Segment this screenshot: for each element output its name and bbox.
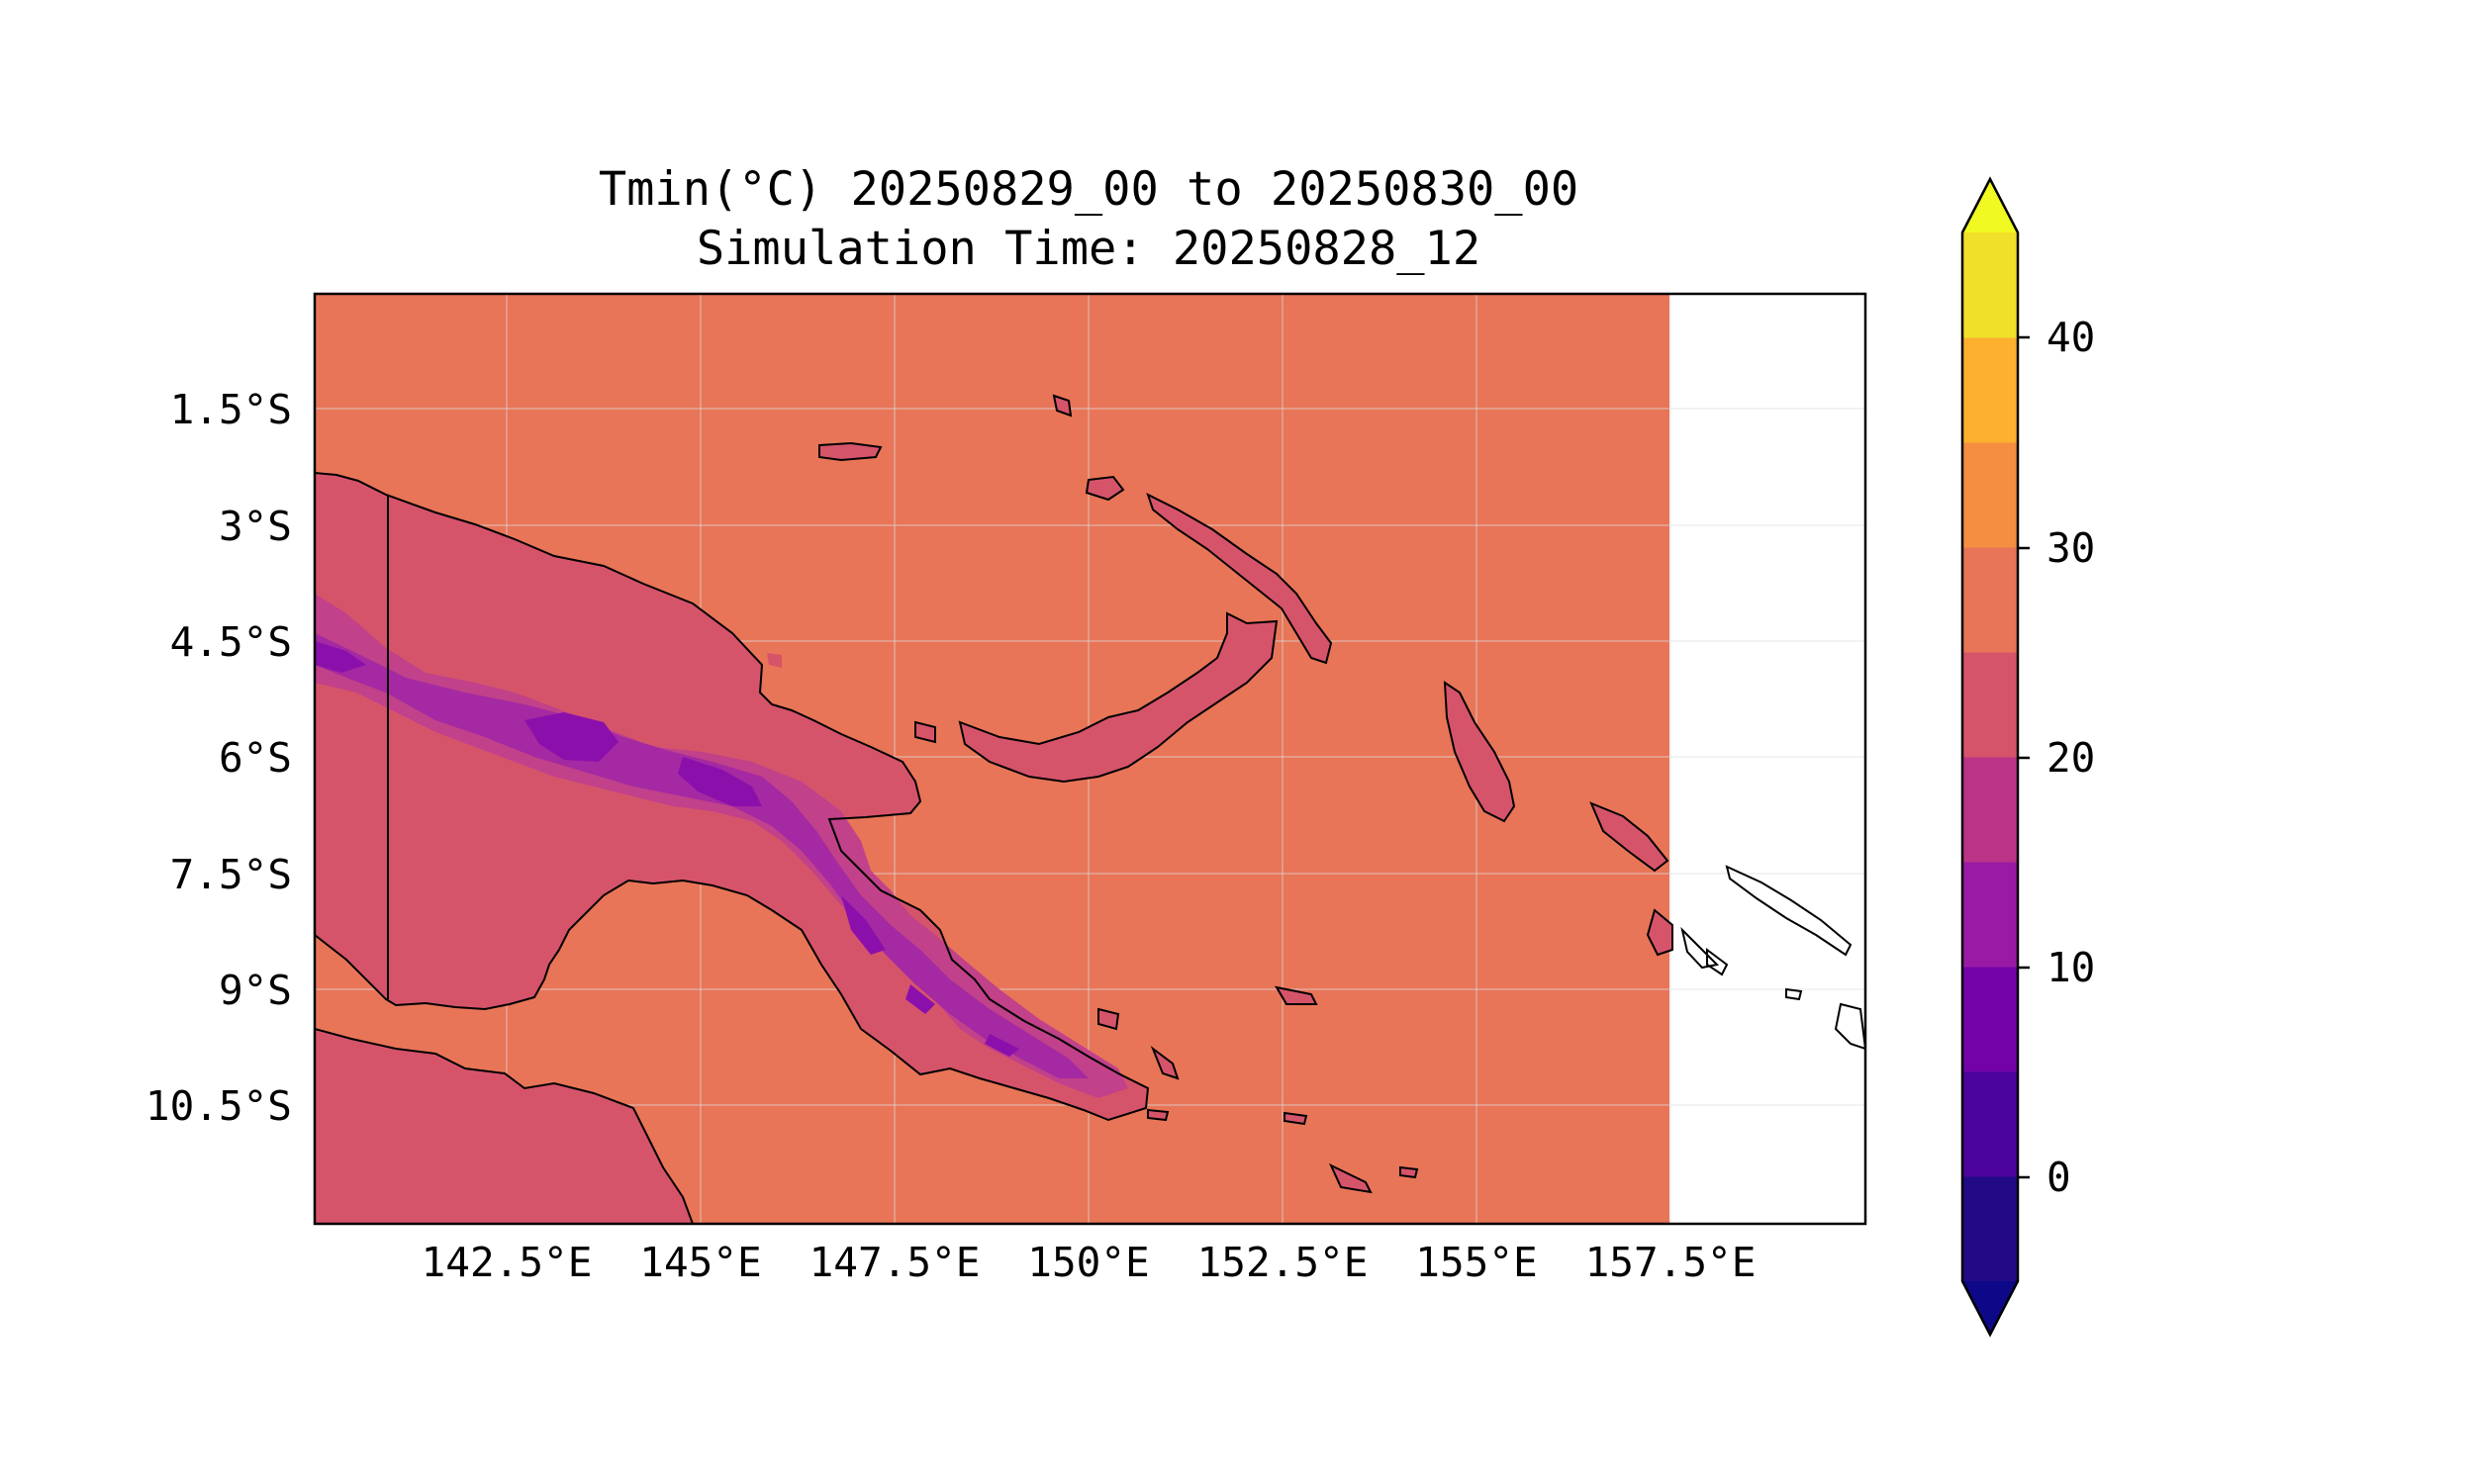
island-new-britain <box>960 613 1277 782</box>
chart-title: Tmin(°C) 20250829_00 to 20250830_00 Simu… <box>317 160 1860 279</box>
highlands-10-15 <box>315 633 1089 1078</box>
lat-label: 1.5°S <box>170 386 292 433</box>
colorbar-label: 10 <box>2046 944 2095 991</box>
lon-label: 142.5°E <box>422 1239 593 1286</box>
lon-label: 155°E <box>1415 1239 1537 1286</box>
island-small-7 <box>767 653 782 668</box>
lat-label: 3°S <box>219 503 292 550</box>
cape-york-landmass <box>315 1029 693 1224</box>
colorbar-segment <box>1962 547 2018 653</box>
island-solomons-2 <box>1648 910 1672 955</box>
colorbar-under-arrow <box>1962 1281 2018 1335</box>
colorbar-segment <box>1962 442 2018 548</box>
colorbar-label: 0 <box>2046 1154 2071 1201</box>
lon-label: 157.5°E <box>1585 1239 1757 1286</box>
islands <box>767 396 1672 1192</box>
island-new-ireland <box>1148 495 1331 663</box>
island-small-4 <box>1098 1009 1118 1029</box>
title-line-2: Simulation Time: 20250828_12 <box>696 222 1481 276</box>
colorbar-segment <box>1962 1071 2018 1177</box>
colorbar-segments <box>1962 232 2018 1282</box>
lon-label: 150°E <box>1027 1239 1149 1286</box>
colorbar-label: 20 <box>2046 734 2095 782</box>
colorbar-segment <box>1962 862 2018 968</box>
lat-label: 6°S <box>219 734 292 782</box>
island-small-1 <box>1087 477 1123 500</box>
colorbar-segment <box>1962 337 2018 443</box>
colorbar: 0 10 20 30 40 <box>1960 176 2095 1338</box>
colorbar-over-arrow <box>1962 179 2018 232</box>
island-small-2 <box>1277 987 1316 1004</box>
coastlines <box>315 394 1865 1224</box>
island-manus <box>819 443 881 460</box>
lat-label: 7.5°S <box>170 851 292 898</box>
island-small-6 <box>915 722 935 742</box>
colorbar-segment <box>1962 967 2018 1072</box>
island-solomons-1 <box>1591 803 1667 871</box>
lat-label: 4.5°S <box>170 618 292 666</box>
colorbar-segment <box>1962 232 2018 338</box>
latitude-labels: 1.5°S 3°S 4.5°S 6°S 7.5°S 9°S 10.5°S <box>145 386 292 1130</box>
colorbar-outline <box>1960 176 2020 1338</box>
colorbar-segment <box>1962 1176 2018 1282</box>
colorbar-ticks <box>2018 335 2030 1179</box>
colorbar-label: 30 <box>2046 524 2095 572</box>
island-bougainville <box>1445 683 1514 821</box>
colorbar-segment <box>1962 652 2018 758</box>
colorbar-label: 40 <box>2046 314 2095 361</box>
longitude-labels: 142.5°E 145°E 147.5°E 150°E 152.5°E 155°… <box>422 1239 1757 1286</box>
lon-label: 145°E <box>639 1239 761 1286</box>
map-area <box>315 294 1865 1224</box>
lon-label: 152.5°E <box>1197 1239 1369 1286</box>
lat-label: 9°S <box>219 967 292 1014</box>
lon-label: 147.5°E <box>809 1239 981 1286</box>
title-line-1: Tmin(°C) 20250829_00 to 20250830_00 <box>598 162 1579 217</box>
lat-label: 10.5°S <box>145 1082 292 1130</box>
island-small-5 <box>1153 1049 1178 1078</box>
colorbar-segment <box>1962 757 2018 863</box>
plot-frame <box>313 292 1867 1226</box>
